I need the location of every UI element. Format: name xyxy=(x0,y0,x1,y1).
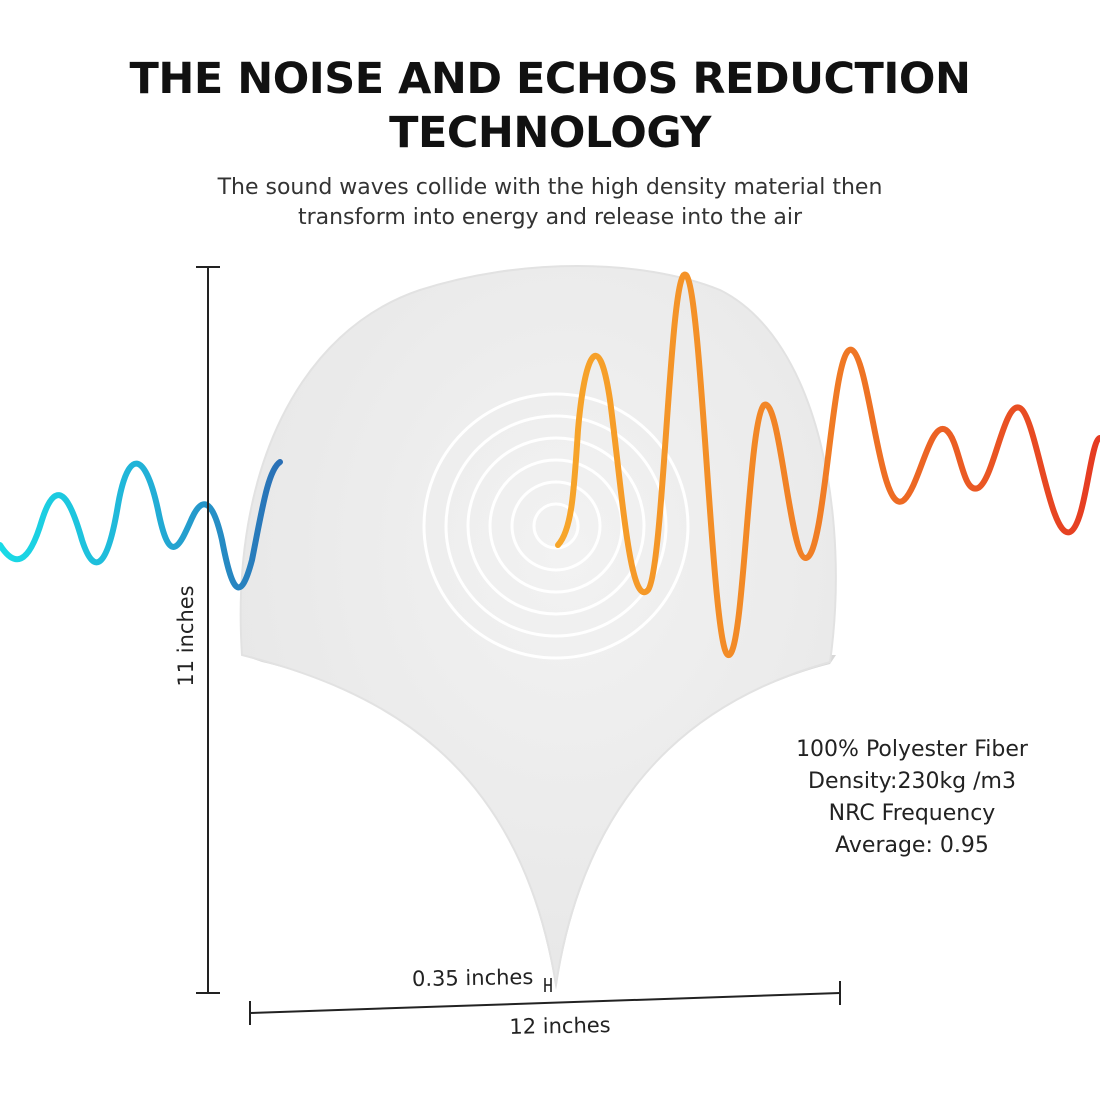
thickness-label: 0.35 inches xyxy=(411,964,534,992)
spec-nrc-average: Average: 0.95 xyxy=(835,833,989,858)
headline-line-2: TECHNOLOGY xyxy=(389,108,711,158)
ring xyxy=(488,458,624,594)
panel-face xyxy=(239,265,837,986)
height-dimension-line xyxy=(196,266,220,994)
width-label: 12 inches xyxy=(509,1013,611,1039)
ring xyxy=(422,392,690,660)
ring xyxy=(510,480,602,572)
width-dimension-line xyxy=(249,981,841,1025)
spec-nrc-label: NRC Frequency xyxy=(828,801,996,826)
material-specs: 100% Polyester Fiber Density:230kg /m3 N… xyxy=(752,734,1072,862)
thickness-dimension-marker xyxy=(544,978,552,992)
ring xyxy=(444,414,668,638)
subtitle-line-2: transform into energy and release into t… xyxy=(297,205,803,230)
height-label: 11 inches xyxy=(174,585,198,687)
spec-density: Density:230kg /m3 xyxy=(808,769,1016,794)
subtitle: The sound waves collide with the high de… xyxy=(0,173,1100,233)
subtitle-line-1: The sound waves collide with the high de… xyxy=(217,175,883,200)
headline: THE NOISE AND ECHOS REDUCTION TECHNOLOGY xyxy=(0,52,1100,160)
spec-material: 100% Polyester Fiber xyxy=(796,737,1028,762)
headline-line-1: THE NOISE AND ECHOS REDUCTION xyxy=(129,54,971,104)
ring xyxy=(466,436,646,616)
reflected-sound-wave xyxy=(555,271,1100,659)
incoming-sound-wave xyxy=(0,459,283,591)
sound-absorption-rings xyxy=(422,392,690,660)
ring xyxy=(532,502,580,550)
acoustic-panel xyxy=(239,265,837,990)
